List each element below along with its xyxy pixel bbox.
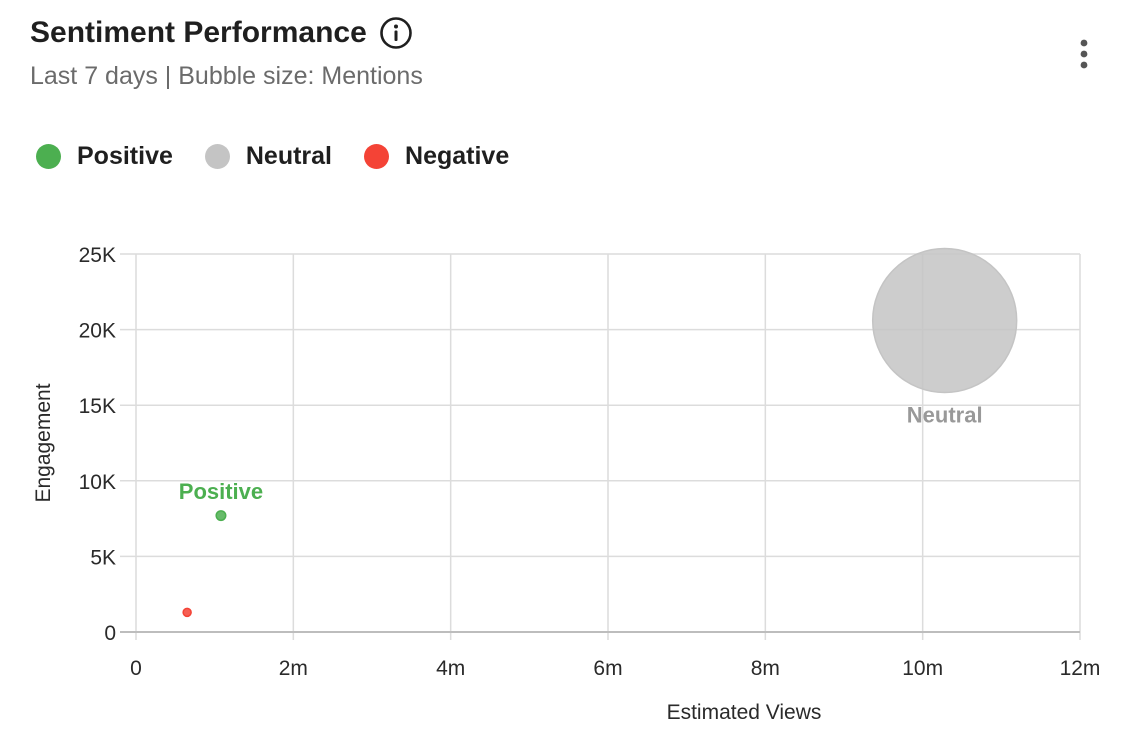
chart-title: Sentiment Performance (30, 16, 413, 50)
y-axis-title: Engagement (32, 383, 55, 502)
legend-label-negative: Negative (405, 142, 510, 170)
x-tick-label: 8m (751, 657, 780, 680)
x-tick-label: 2m (279, 657, 308, 680)
legend-swatch-neutral (204, 144, 230, 169)
axis-layer: 0 2m 4m 6m 8m 10m 12m 0 5K 10K 15K 20K 25K Estimated … (32, 244, 1100, 724)
bubble-negative (182, 607, 192, 618)
legend-item-neutral[interactable]: Neutral (204, 142, 333, 171)
x-tick-label: 4m (436, 657, 465, 680)
y-tick-label: 0 (104, 622, 116, 645)
y-tick-label: 10K (79, 471, 116, 494)
y-tick-label: 15K (79, 395, 116, 418)
bubble-label-positive: Positive (179, 479, 263, 504)
bubble-neutral (871, 247, 1018, 394)
y-tick-label: 20K (79, 320, 116, 343)
legend-item-negative[interactable]: Negative (364, 142, 509, 171)
y-tick-label: 25K (79, 244, 116, 267)
x-tick-label: 12m (1060, 657, 1101, 680)
chart-title-text: Sentiment Performance (30, 16, 367, 49)
x-tick-label: 6m (593, 657, 622, 680)
chart-legend: Positive Neutral Negative (36, 142, 541, 171)
x-tick-label: 0 (130, 657, 142, 680)
bubble-label-neutral: Neutral (907, 403, 983, 428)
more-vertical-icon[interactable] (1066, 36, 1102, 72)
legend-label-positive: Positive (77, 142, 173, 170)
bubble-layer (182, 247, 1018, 618)
legend-item-positive[interactable]: Positive (36, 142, 173, 171)
info-circle-icon[interactable] (379, 16, 413, 50)
chart-subtitle: Last 7 days | Bubble size: Mentions (30, 62, 423, 90)
label-layer: Positive Neutral (179, 403, 983, 504)
y-tick-label: 5K (90, 546, 116, 569)
legend-swatch-negative (364, 144, 390, 169)
legend-swatch-positive (36, 144, 61, 169)
x-axis-title: Estimated Views (667, 701, 822, 724)
legend-label-neutral: Neutral (245, 142, 333, 170)
bubble-positive (215, 510, 227, 522)
x-tick-label: 10m (902, 657, 943, 680)
